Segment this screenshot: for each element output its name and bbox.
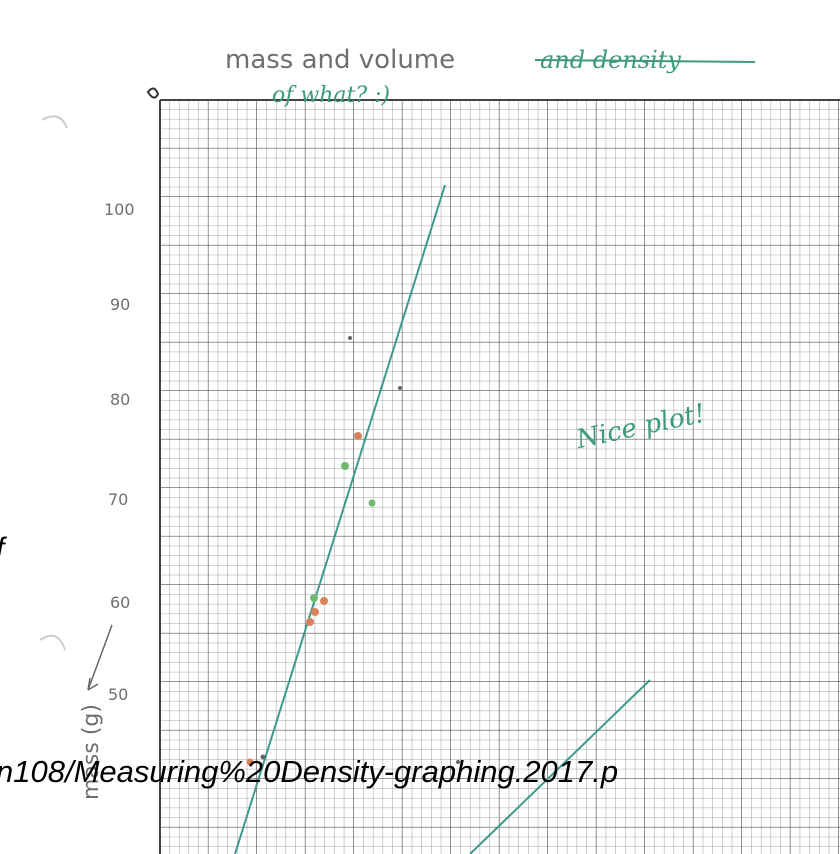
overlay-url: n108/Measuring%20Density-graphing.2017.p	[0, 754, 618, 789]
points	[246, 336, 460, 766]
point	[456, 760, 460, 764]
y-label: 80	[110, 390, 130, 409]
arrow	[87, 624, 113, 691]
point	[320, 597, 328, 605]
graph-paper	[159, 99, 840, 854]
point	[354, 432, 362, 440]
y-label: 60	[110, 593, 130, 612]
y-label: 90	[110, 295, 130, 314]
point	[306, 618, 314, 626]
major-grid	[160, 100, 840, 854]
point	[310, 594, 318, 602]
point	[398, 386, 402, 390]
overlay-fragment: f	[0, 532, 7, 565]
axis-scribble	[146, 87, 160, 99]
fit-line	[469, 679, 651, 854]
y-label: 100	[104, 200, 135, 219]
y-labels: 100 90 80 70 60 50	[104, 200, 135, 704]
comment: of what? :)	[272, 83, 390, 108]
point	[246, 758, 254, 766]
point	[341, 462, 349, 470]
hole-mark	[39, 634, 66, 651]
point	[260, 754, 266, 760]
hole-mark	[41, 115, 68, 129]
point	[368, 499, 376, 507]
y-label: 50	[108, 685, 128, 704]
y-label: 70	[108, 490, 128, 509]
point	[311, 608, 319, 616]
strikethrough	[534, 59, 756, 63]
point	[348, 336, 352, 340]
title: mass and volume	[225, 45, 455, 75]
fit-line	[234, 184, 446, 854]
y-axis-label: mass (g)	[79, 704, 104, 800]
